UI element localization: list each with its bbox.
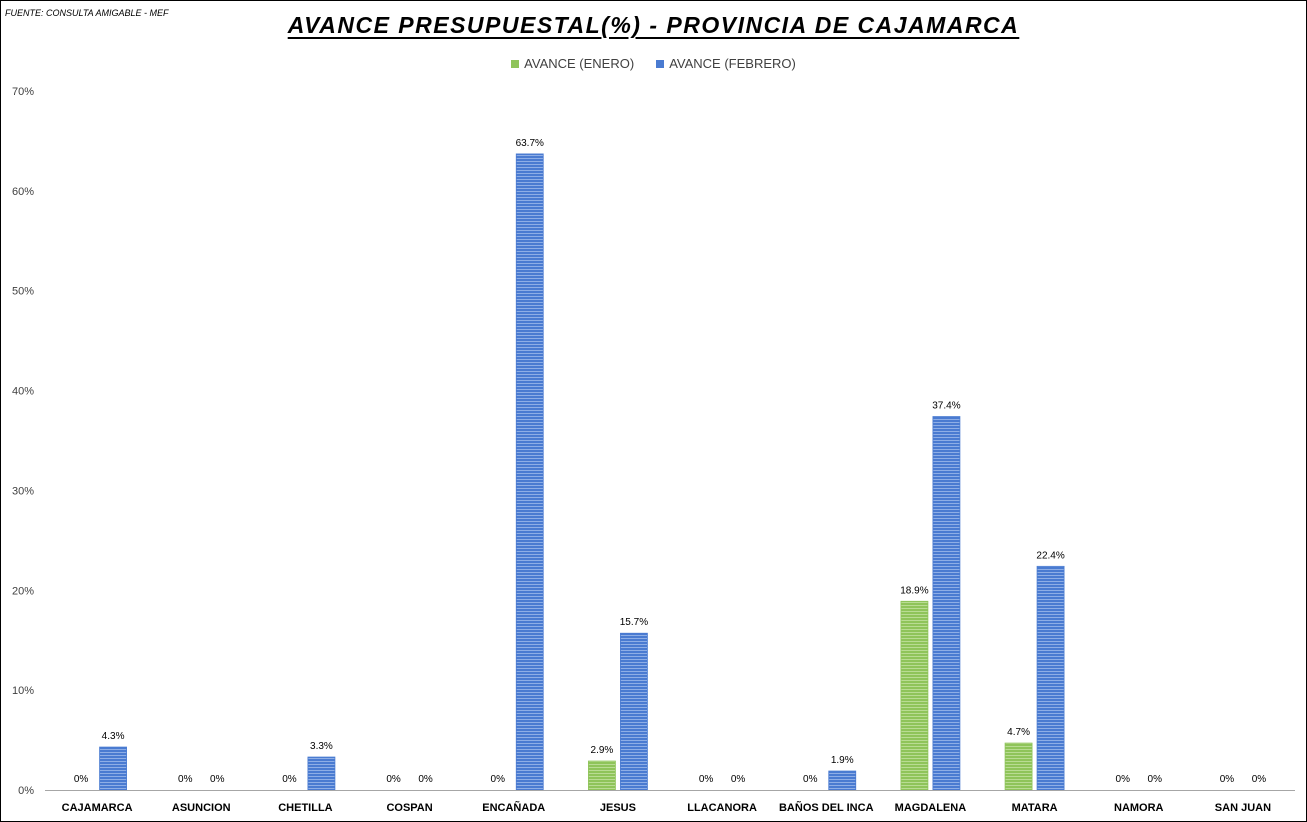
y-tick-label: 20% bbox=[12, 585, 34, 597]
x-tick-label: MATARA bbox=[1012, 802, 1058, 814]
y-tick-label: 50% bbox=[12, 286, 34, 298]
x-tick-label: SAN JUAN bbox=[1215, 802, 1271, 814]
data-label-enero: 0% bbox=[1116, 774, 1131, 785]
y-axis: 0% 10% 20% 30% 40% 50% 60% 70% bbox=[12, 86, 34, 797]
data-label-febrero: 0% bbox=[731, 774, 746, 785]
bar-febrero bbox=[828, 770, 857, 791]
legend-swatch-enero bbox=[511, 59, 520, 68]
bar-enero bbox=[900, 600, 929, 791]
data-label-enero: 2.9% bbox=[591, 745, 614, 756]
bar-febrero bbox=[99, 746, 127, 791]
data-label-febrero: 22.4% bbox=[1036, 550, 1064, 561]
data-label-febrero: 37.4% bbox=[932, 401, 960, 412]
data-label-enero: 0% bbox=[282, 774, 297, 785]
x-tick-label: LLACANORA bbox=[687, 802, 757, 814]
y-tick-label: 70% bbox=[12, 86, 34, 98]
bar-febrero bbox=[515, 153, 544, 791]
source-note: FUENTE: CONSULTA AMIGABLE - MEF bbox=[5, 8, 169, 18]
y-tick-label: 0% bbox=[18, 785, 34, 797]
x-tick-label: CAJAMARCA bbox=[62, 802, 133, 814]
data-label-febrero: 15.7% bbox=[620, 617, 648, 628]
data-label-enero: 0% bbox=[803, 774, 818, 785]
chart-title-text: AVANCE PRESUPUESTAL(%) - PROVINCIA DE CA… bbox=[287, 12, 1020, 38]
bars: 0% 0% 0% 0% 0% 2.9% 0% 0% 18.9% 4.7% 0% 0% 4.3% 0% 3.3… bbox=[74, 138, 1267, 791]
chart-title: AVANCE PRESUPUESTAL(%) - PROVINCIA DE CA… bbox=[0, 12, 1307, 39]
data-label-enero: 0% bbox=[491, 774, 506, 785]
bar-febrero bbox=[932, 416, 961, 791]
legend: AVANCE (ENERO) AVANCE (FEBRERO) bbox=[0, 56, 1307, 71]
data-label-enero: 0% bbox=[699, 774, 714, 785]
x-tick-label: ASUNCION bbox=[172, 802, 231, 814]
data-label-enero: 18.9% bbox=[900, 585, 928, 596]
legend-item-febrero: AVANCE (FEBRERO) bbox=[656, 56, 796, 71]
x-tick-label: NAMORA bbox=[1114, 802, 1164, 814]
data-label-febrero: 0% bbox=[418, 774, 433, 785]
data-label-enero: 0% bbox=[386, 774, 401, 785]
y-tick-label: 30% bbox=[12, 485, 34, 497]
x-tick-label: COSPAN bbox=[386, 802, 432, 814]
data-label-febrero: 1.9% bbox=[831, 755, 854, 766]
legend-item-enero: AVANCE (ENERO) bbox=[511, 56, 634, 71]
data-label-febrero: 4.3% bbox=[102, 731, 125, 742]
x-axis: CAJAMARCA ASUNCION CHETILLA COSPAN ENCAÑADA J… bbox=[45, 790, 1295, 814]
bar-enero bbox=[588, 760, 616, 791]
bar-febrero bbox=[620, 632, 648, 791]
data-label-enero: 0% bbox=[178, 774, 193, 785]
bar-enero bbox=[1004, 742, 1033, 791]
legend-label-enero: AVANCE (ENERO) bbox=[524, 56, 635, 71]
bar-febrero bbox=[1036, 565, 1065, 791]
data-label-febrero: 3.3% bbox=[310, 741, 333, 752]
x-tick-label: CHETILLA bbox=[278, 802, 332, 814]
x-tick-label: BAÑOS DEL INCA bbox=[779, 801, 874, 814]
bar-febrero bbox=[307, 756, 336, 791]
y-tick-label: 10% bbox=[12, 685, 34, 697]
data-label-febrero: 0% bbox=[1252, 774, 1267, 785]
y-tick-label: 60% bbox=[12, 186, 34, 198]
x-tick-label: ENCAÑADA bbox=[482, 801, 545, 814]
legend-swatch-febrero bbox=[656, 59, 665, 68]
data-label-febrero: 0% bbox=[1148, 774, 1163, 785]
data-label-febrero: 63.7% bbox=[516, 138, 544, 149]
x-tick-label: MAGDALENA bbox=[895, 802, 967, 814]
data-label-enero: 0% bbox=[74, 774, 89, 785]
data-label-febrero: 0% bbox=[210, 774, 225, 785]
legend-label-febrero: AVANCE (FEBRERO) bbox=[669, 56, 796, 71]
x-tick-label: JESUS bbox=[600, 802, 636, 814]
y-tick-label: 40% bbox=[12, 386, 34, 398]
data-label-enero: 0% bbox=[1220, 774, 1235, 785]
data-label-enero: 4.7% bbox=[1007, 727, 1030, 738]
